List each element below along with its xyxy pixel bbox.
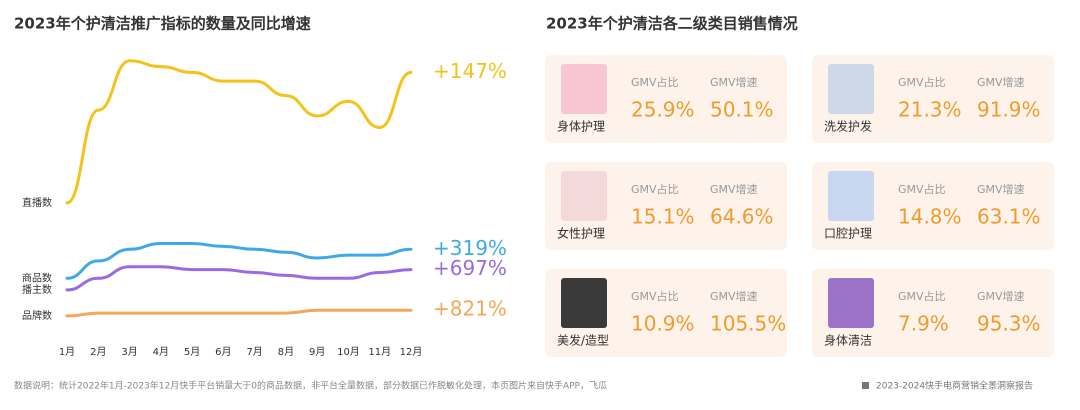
growth-value: 91.9% [977, 98, 1041, 122]
share-value: 25.9% [631, 98, 695, 122]
growth-value: 63.1% [977, 205, 1041, 229]
series-line [65, 242, 413, 280]
x-tick-label: 11月 [368, 346, 391, 358]
share-label: GMV占比 [631, 289, 679, 303]
share-label: GMV占比 [631, 75, 679, 89]
x-tick-label: 8月 [278, 346, 294, 358]
x-tick-label: 7月 [246, 346, 262, 358]
card-image [828, 278, 874, 328]
growth-label: GMV增速 [977, 75, 1025, 89]
share-label: GMV占比 [898, 289, 946, 303]
end-label: +147% [433, 59, 507, 83]
growth-value: 64.6% [710, 205, 774, 229]
panel-title: 2023年个护清洁各二级类目销售情况 [546, 15, 798, 33]
card-name: 美发/造型 [557, 333, 609, 348]
growth-value: 105.5% [710, 312, 786, 336]
share-value: 14.8% [898, 205, 962, 229]
footer-marker [862, 382, 869, 389]
series-line [65, 59, 413, 205]
series-name: 品牌数 [22, 309, 52, 322]
cards: 身体护理 GMV占比 25.9% GMV增速 50.1% 洗发护发 GMV占比 21.3% GM… [545, 55, 1054, 357]
x-tick-label: 5月 [184, 346, 200, 358]
x-tick-label: 2月 [90, 346, 106, 358]
x-tick-label: 6月 [215, 346, 231, 358]
card-image [828, 171, 874, 221]
x-tick-label: 4月 [153, 346, 169, 358]
share-value: 10.9% [631, 312, 695, 336]
growth-value: 50.1% [710, 98, 774, 122]
series-name: 播主数 [22, 283, 52, 296]
series-name: 直播数 [22, 196, 52, 209]
x-tick-label: 10月 [337, 346, 360, 358]
share-label: GMV占比 [631, 182, 679, 196]
end-label: +319% [433, 236, 507, 260]
card-image [561, 64, 607, 114]
chart-title: 2023年个护清洁推广指标的数量及同比增速 [14, 15, 311, 33]
card-image [828, 64, 874, 114]
card-name: 女性护理 [557, 226, 605, 241]
share-value: 21.3% [898, 98, 962, 122]
growth-value: 95.3% [977, 312, 1041, 336]
growth-label: GMV增速 [710, 182, 758, 196]
growth-label: GMV增速 [977, 182, 1025, 196]
x-tick-label: 3月 [121, 346, 137, 358]
card-image [561, 278, 607, 328]
growth-label: GMV增速 [977, 289, 1025, 303]
card-name: 身体护理 [557, 119, 605, 134]
series-name: 商品数 [22, 271, 52, 284]
card-name: 口腔护理 [824, 226, 872, 241]
share-value: 7.9% [898, 312, 949, 336]
card-image [561, 171, 607, 221]
footer-note: 数据说明：统计2022年1月-2023年12月快手平台销量大于0的商品数据，非平… [14, 380, 607, 392]
end-label: +697% [433, 256, 507, 280]
x-tick-label: 9月 [309, 346, 325, 358]
series-line [65, 265, 413, 292]
footer-report: 2023-2024快手电商营销全景洞察报告 [876, 380, 1033, 392]
card-name: 洗发护发 [824, 119, 872, 134]
series-line [65, 308, 413, 318]
growth-label: GMV增速 [710, 75, 758, 89]
share-value: 15.1% [631, 205, 695, 229]
x-tick-label: 1月 [59, 346, 75, 358]
end-label: +821% [433, 297, 507, 321]
share-label: GMV占比 [898, 182, 946, 196]
card-name: 身体清洁 [824, 333, 872, 348]
growth-label: GMV增速 [710, 289, 758, 303]
share-label: GMV占比 [898, 75, 946, 89]
x-tick-label: 12月 [400, 346, 423, 358]
